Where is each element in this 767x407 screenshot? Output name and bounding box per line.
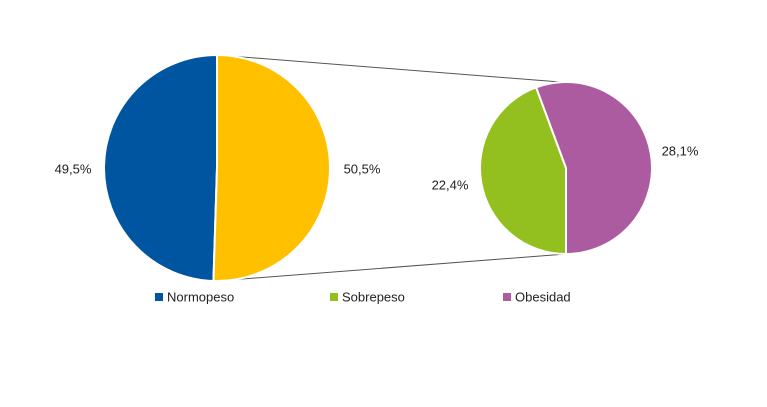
pie-slice <box>534 81 653 256</box>
legend-label: Sobrepeso <box>342 289 405 304</box>
legend-label: Obesidad <box>515 289 571 304</box>
legend-swatch <box>155 293 163 301</box>
data-label: 50,5% <box>344 161 381 176</box>
data-label: 22,4% <box>432 177 469 192</box>
legend-swatch <box>503 293 511 301</box>
data-label: 28,1% <box>662 143 699 158</box>
data-label: 49,5% <box>55 161 92 176</box>
pie-slice <box>212 53 331 282</box>
connector-line <box>216 54 574 84</box>
legend-swatch <box>330 293 338 301</box>
legend-label: Normopeso <box>167 289 234 304</box>
pie-slice <box>479 86 567 256</box>
connector-line <box>216 253 567 282</box>
pie-slice <box>103 53 218 282</box>
